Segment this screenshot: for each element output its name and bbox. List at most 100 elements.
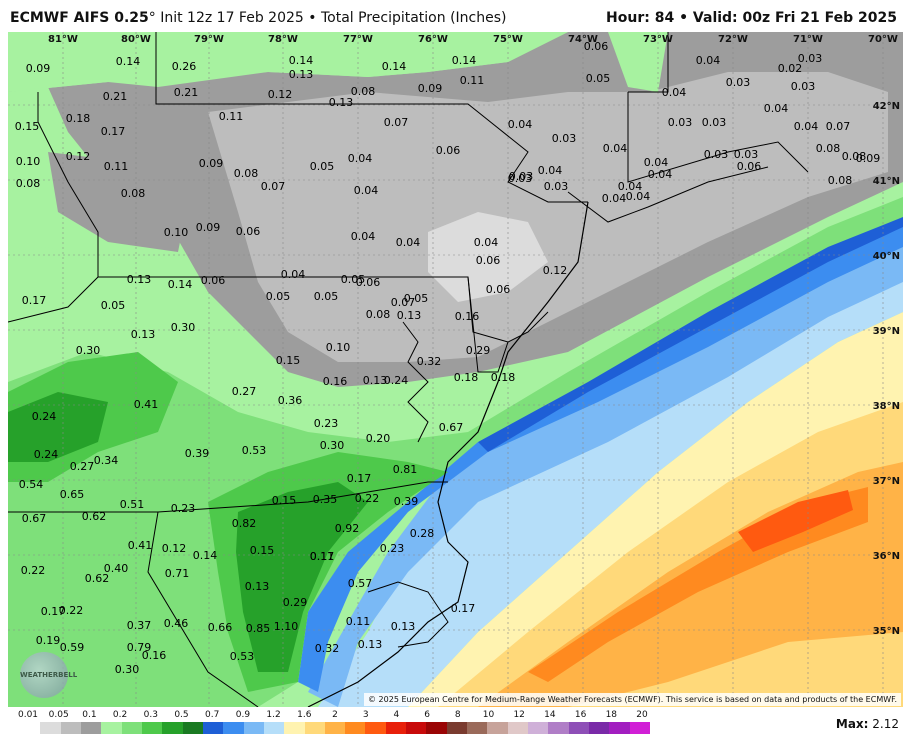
precip-value-label: 0.12 (162, 542, 187, 555)
colorbar-tick-label: 8 (454, 710, 461, 720)
precip-value-label: 0.17 (101, 125, 126, 138)
precip-value-label: 0.06 (356, 276, 381, 289)
precip-value-label: 0.18 (66, 112, 91, 125)
chesapeake-bay (402, 321, 429, 443)
precip-value-label: 0.05 (310, 160, 335, 173)
precip-value-label: 0.06 (737, 160, 762, 173)
colorbar-tick-label: 4 (393, 710, 400, 720)
precip-value-label: 0.92 (335, 522, 360, 535)
precip-value-label: 0.05 (266, 290, 291, 303)
precip-band-light-gray (208, 72, 888, 362)
colorbar-swatch (568, 722, 590, 734)
colorbar-tick-label: 10 (482, 710, 495, 720)
precip-value-label: 0.06 (584, 40, 609, 53)
colorbar-tick-label: 0.7 (205, 710, 220, 720)
precip-value-label: 0.03 (552, 132, 577, 145)
state-borders (8, 32, 809, 707)
precip-value-label: 0.17 (22, 294, 47, 307)
precip-value-label: 0.85 (246, 622, 271, 635)
precip-value-label: 0.04 (348, 152, 373, 165)
colorbar-swatch (467, 722, 488, 734)
copyright-credit: © 2025 European Centre for Medium-Range … (364, 693, 901, 706)
colorbar-swatch (101, 722, 123, 734)
precip-value-label: 0.27 (70, 460, 95, 473)
lon-label: 72°W (718, 34, 748, 45)
precip-value-label: 0.66 (208, 621, 233, 634)
colorbar-swatch (80, 722, 102, 734)
colorbar-swatch (40, 722, 62, 734)
precip-value-label: 0.13 (289, 68, 314, 81)
precip-value-label: 0.03 (668, 116, 693, 129)
precip-value-label: 0.13 (131, 328, 156, 341)
precip-value-label: 0.19 (36, 634, 61, 647)
precip-value-label: 0.81 (393, 463, 418, 476)
precip-value-label: 0.06 (436, 144, 461, 157)
precip-value-label: 0.35 (313, 493, 338, 506)
precip-band-nw-green (8, 32, 108, 92)
colorbar-swatch (162, 722, 184, 734)
precip-value-label: 0.03 (508, 172, 533, 185)
colorbar-tick-label: 0.5 (174, 710, 189, 720)
precip-value-label: 0.79 (127, 641, 152, 654)
field-name: Total Precipitation (Inches) (320, 10, 507, 26)
colorbar-tick-label: 14 (544, 710, 556, 720)
precip-value-label: 0.40 (104, 562, 129, 575)
precip-value-label: 0.12 (543, 264, 568, 277)
precip-value-label: 0.05 (101, 299, 126, 312)
precip-value-label: 0.26 (172, 60, 197, 73)
precip-value-label: 0.08 (234, 167, 259, 180)
precip-value-label: 0.20 (366, 432, 391, 445)
map-title: ECMWF AIFS 0.25° Init 12z 17 Feb 2025 • … (10, 10, 507, 26)
precip-value-label: 0.04 (648, 168, 673, 181)
precip-band-wv-gray (48, 152, 188, 252)
precip-value-label: 0.05 (314, 290, 339, 303)
precip-value-label: 0.10 (16, 155, 41, 168)
precip-value-label: 0.03 (734, 148, 759, 161)
coastline (307, 201, 589, 707)
precip-value-label: 0.03 (509, 170, 534, 183)
precip-value-label: 0.06 (486, 283, 511, 296)
precip-value-label: 0.13 (391, 620, 416, 633)
precip-value-label: 0.21 (174, 86, 199, 99)
precip-value-label: 0.14 (193, 549, 218, 562)
precip-value-label: 0.15 (276, 354, 301, 367)
precip-value-label: 0.04 (354, 184, 379, 197)
lon-label: 77°W (343, 34, 373, 45)
lat-label: 40°N (873, 251, 900, 262)
precip-value-label: 0.04 (794, 120, 819, 133)
precip-value-label: 1.10 (274, 620, 299, 633)
colorbar-swatch (141, 722, 163, 734)
colorbar-swatch (589, 722, 610, 734)
colorbar-tick-label: 3 (362, 710, 369, 720)
lat-label: 41°N (873, 176, 900, 187)
lat-label: 42°N (873, 101, 900, 112)
precip-value-label: 0.67 (439, 421, 464, 434)
precip-value-label: 0.39 (185, 447, 210, 460)
colorbar-swatch (20, 722, 41, 734)
precip-value-label: 0.13 (245, 580, 270, 593)
precip-value-label: 0.34 (94, 454, 119, 467)
model-name: ECMWF AIFS 0.25 (10, 10, 149, 26)
precip-value-label: 0.11 (104, 160, 129, 173)
precip-value-label: 0.16 (323, 375, 348, 388)
precip-band-ne-green (608, 32, 668, 92)
colorbar-tick-label: 2 (332, 710, 338, 720)
lon-label: 78°W (268, 34, 298, 45)
colorbar-swatch (507, 722, 529, 734)
precip-value-label: 0.22 (21, 564, 46, 577)
lon-label: 75°W (493, 34, 523, 45)
precip-value-label: 0.24 (384, 374, 409, 387)
precip-value-label: 0.05 (341, 273, 366, 286)
precip-value-label: 0.04 (618, 180, 643, 193)
colorbar-swatch (446, 722, 468, 734)
precip-value-label: 0.04 (602, 192, 627, 205)
colorbar-tick-label: 1.6 (297, 710, 312, 720)
precip-value-label: 0.29 (283, 596, 308, 609)
colorbar-swatch (284, 722, 305, 734)
precip-value-label: 0.11 (219, 110, 244, 123)
lat-label: 36°N (873, 551, 900, 562)
precip-value-label: 0.30 (320, 439, 345, 452)
precip-value-label: 0.07 (391, 296, 416, 309)
precip-value-label: 0.65 (60, 488, 85, 501)
precip-value-label: 0.15 (272, 494, 297, 507)
